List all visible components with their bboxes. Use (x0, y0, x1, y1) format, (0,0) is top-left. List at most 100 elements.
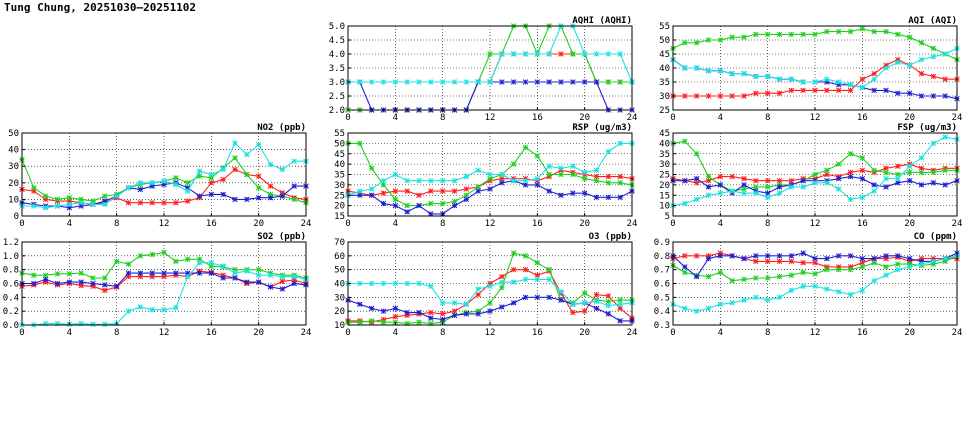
data-point (255, 141, 262, 148)
x-tick-label: 8 (114, 219, 119, 229)
data-point (741, 34, 747, 40)
data-point (581, 190, 588, 196)
data-point (729, 173, 735, 180)
data-point (255, 266, 262, 273)
data-point (244, 151, 250, 158)
data-point (220, 275, 226, 281)
data-point (208, 175, 215, 181)
data-point (439, 316, 446, 323)
data-point (835, 253, 842, 259)
data-point (78, 270, 84, 276)
data-point (776, 190, 783, 196)
data-point (895, 163, 901, 169)
data-point (439, 311, 446, 317)
data-point (439, 300, 446, 306)
y-tick-label: 0.5 (654, 293, 670, 303)
data-point (279, 273, 286, 280)
y-tick-label: 30 (8, 162, 19, 172)
data-point (291, 196, 297, 203)
data-point (380, 308, 387, 314)
data-point (930, 93, 937, 99)
data-point (693, 175, 700, 182)
data-point (78, 320, 84, 327)
x-tick-label: 4 (393, 328, 398, 338)
data-point (196, 256, 203, 263)
data-point (835, 266, 842, 273)
data-point (741, 93, 747, 99)
data-point (942, 182, 948, 188)
data-point (184, 270, 191, 276)
data-point (439, 79, 446, 85)
y-tick-label: 40 (334, 280, 345, 290)
y-tick-label: 4.0 (329, 50, 345, 60)
data-point (581, 175, 588, 182)
data-point (184, 256, 191, 263)
data-point (729, 277, 735, 284)
y-tick-label: 40 (659, 139, 670, 149)
data-point (593, 51, 600, 57)
x-tick-label: 16 (206, 328, 217, 338)
data-point (279, 193, 286, 199)
data-point (753, 190, 759, 196)
data-point (291, 183, 297, 189)
data-point (184, 273, 191, 280)
data-point (196, 193, 203, 199)
data-point (835, 79, 842, 85)
data-point (617, 318, 623, 324)
data-point (593, 291, 600, 298)
y-tick-label: 0.4 (654, 307, 670, 317)
data-point (835, 28, 842, 35)
data-point (499, 279, 505, 285)
data-point (42, 279, 49, 285)
data-point (499, 51, 505, 57)
data-point (451, 308, 458, 314)
data-point (764, 31, 771, 38)
data-point (682, 253, 688, 259)
data-point (942, 76, 948, 82)
data-point (380, 280, 387, 287)
series-4 (670, 134, 960, 209)
data-point (66, 194, 73, 201)
data-point (883, 264, 889, 270)
y-tick-label: 50 (8, 129, 19, 139)
data-point (812, 255, 818, 262)
data-point (942, 167, 948, 174)
data-point (31, 272, 37, 278)
y-tick-label: 2.5 (329, 92, 345, 102)
y-tick-label: 3.0 (329, 78, 345, 88)
x-tick-label: 20 (579, 219, 590, 229)
data-point (824, 167, 830, 174)
data-point (605, 302, 612, 309)
data-point (717, 253, 724, 259)
series-2 (670, 253, 960, 284)
data-point (510, 79, 517, 85)
data-point (788, 258, 795, 265)
data-point (605, 148, 612, 155)
data-point (593, 298, 600, 305)
data-point (149, 307, 155, 313)
data-point (208, 263, 215, 269)
data-point (54, 196, 61, 203)
data-point (499, 284, 505, 291)
data-point (581, 51, 588, 57)
data-point (753, 294, 759, 301)
data-point (705, 93, 712, 99)
data-point (729, 300, 735, 306)
data-point (942, 93, 948, 99)
data-point (753, 31, 759, 38)
data-point (161, 199, 167, 206)
data-point (255, 173, 262, 179)
y-tick-label: 25 (659, 171, 670, 181)
data-point (871, 70, 877, 77)
data-point (906, 264, 913, 270)
data-point (871, 259, 877, 266)
data-point (90, 201, 96, 208)
data-point (66, 201, 73, 208)
data-point (717, 269, 724, 276)
data-point (392, 280, 399, 287)
data-point (871, 182, 877, 188)
data-point (682, 200, 688, 207)
data-point (173, 258, 179, 265)
data-point (558, 171, 564, 178)
